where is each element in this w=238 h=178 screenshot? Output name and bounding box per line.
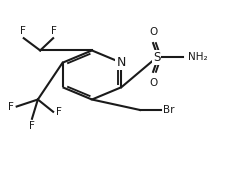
Text: S: S [153, 51, 160, 64]
Text: N: N [117, 56, 126, 69]
Text: O: O [149, 78, 157, 88]
Text: NH₂: NH₂ [188, 53, 208, 62]
Text: F: F [29, 121, 35, 131]
Text: F: F [20, 26, 25, 36]
Text: F: F [56, 107, 62, 117]
Text: Br: Br [163, 105, 174, 115]
Text: O: O [149, 27, 157, 37]
Text: F: F [8, 101, 14, 112]
Text: F: F [51, 26, 57, 36]
